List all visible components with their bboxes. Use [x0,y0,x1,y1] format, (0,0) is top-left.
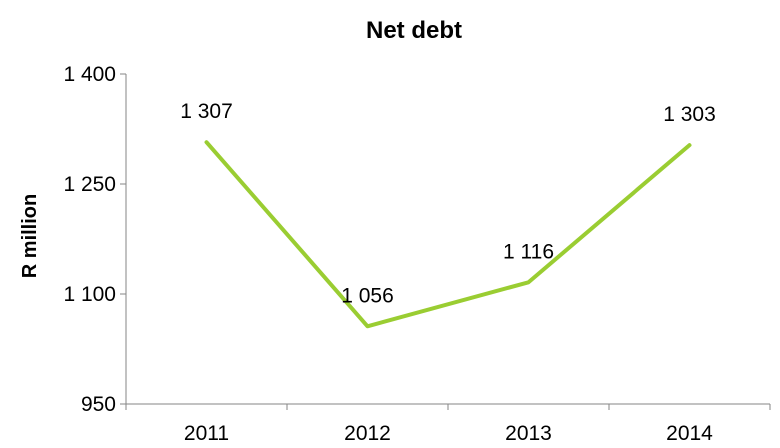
y-tick-label: 1 400 [63,63,116,86]
x-tick-label: 2014 [666,422,713,445]
x-tick-label: 2013 [505,422,552,445]
chart-title: Net debt [366,17,462,44]
y-axis-label: R million [19,194,41,278]
y-axis-ticks: 950 1 100 1 250 1 400 [63,63,126,416]
data-label: 1 116 [503,240,554,263]
data-label: 1 056 [341,284,394,307]
y-tick-label: 950 [81,393,116,416]
series-group: 1 307 1 056 1 116 1 303 [180,100,716,329]
data-label: 1 307 [180,100,233,123]
x-tick-label: 2011 [184,422,229,445]
y-tick-label: 1 250 [63,173,116,196]
x-axis-ticks: 2011 2012 2013 2014 [125,404,771,445]
data-label: 1 303 [663,103,716,126]
x-tick-label: 2012 [344,422,391,445]
y-tick-label: 1 100 [63,283,116,306]
series-line [204,140,692,329]
